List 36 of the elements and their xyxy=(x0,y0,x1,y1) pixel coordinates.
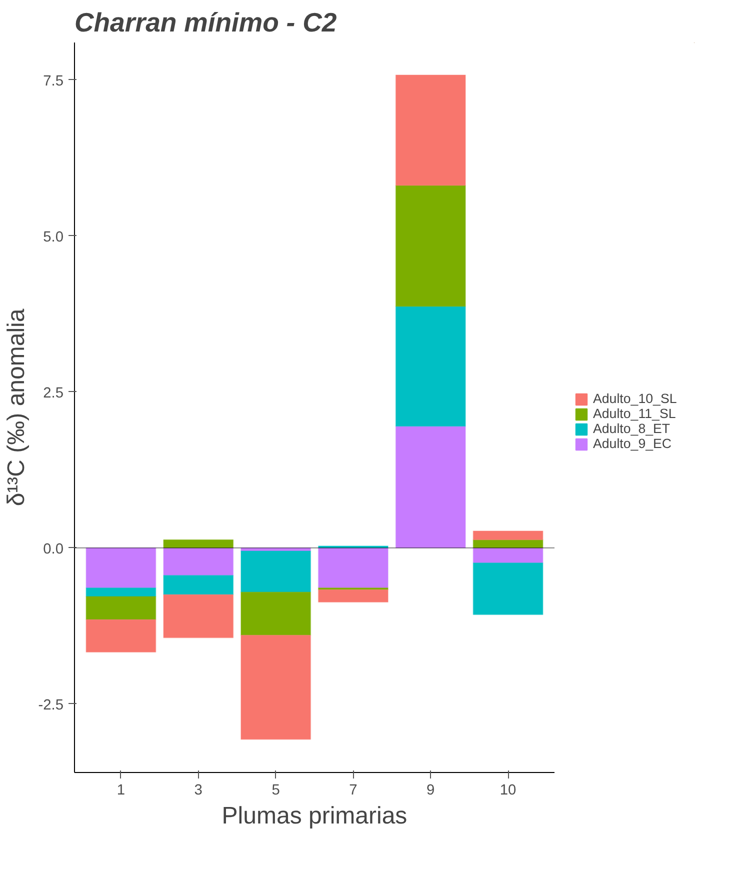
bar xyxy=(163,574,234,596)
y-tick-label: 5.0 xyxy=(43,229,64,246)
y-tick-label: 7.5 xyxy=(43,73,64,90)
bar xyxy=(86,619,156,653)
bar xyxy=(240,634,312,740)
x-tick-label: 7 xyxy=(349,782,358,798)
bar xyxy=(395,426,466,548)
y-tick-label: 0.0 xyxy=(43,541,64,558)
x-tick-label: 3 xyxy=(194,782,202,798)
bar xyxy=(163,539,234,548)
bar xyxy=(86,596,156,620)
bar xyxy=(472,530,544,540)
legend-label: Adulto_9_EC xyxy=(593,436,672,451)
y-tick-label: -2.5 xyxy=(38,697,64,714)
bar xyxy=(240,550,312,593)
bar xyxy=(163,547,234,576)
bar xyxy=(318,547,389,588)
bar xyxy=(472,562,544,616)
y-tick-label: 2.5 xyxy=(43,385,64,402)
bar xyxy=(395,184,466,307)
x-tick-label: 10 xyxy=(500,782,516,798)
bar xyxy=(395,306,466,427)
legend-label: Adulto_11_SL xyxy=(593,406,676,421)
x-tick-label: 9 xyxy=(426,782,435,798)
chart-title: Charran mínimo - C2 xyxy=(74,8,337,38)
bar xyxy=(86,547,156,588)
x-tick-label: 1 xyxy=(116,782,126,798)
legend-label: Adulto_10_SL xyxy=(593,391,677,406)
bar xyxy=(163,594,234,638)
x-axis-title: Plumas primarias xyxy=(222,802,408,830)
bar xyxy=(395,74,466,186)
legend-label: Adulto_8_ET xyxy=(593,421,670,436)
x-tick-label: 5 xyxy=(272,782,280,798)
bar xyxy=(240,592,312,636)
bar xyxy=(318,589,389,603)
y-axis-title: δ¹³C (‰) anomalia xyxy=(3,308,30,506)
